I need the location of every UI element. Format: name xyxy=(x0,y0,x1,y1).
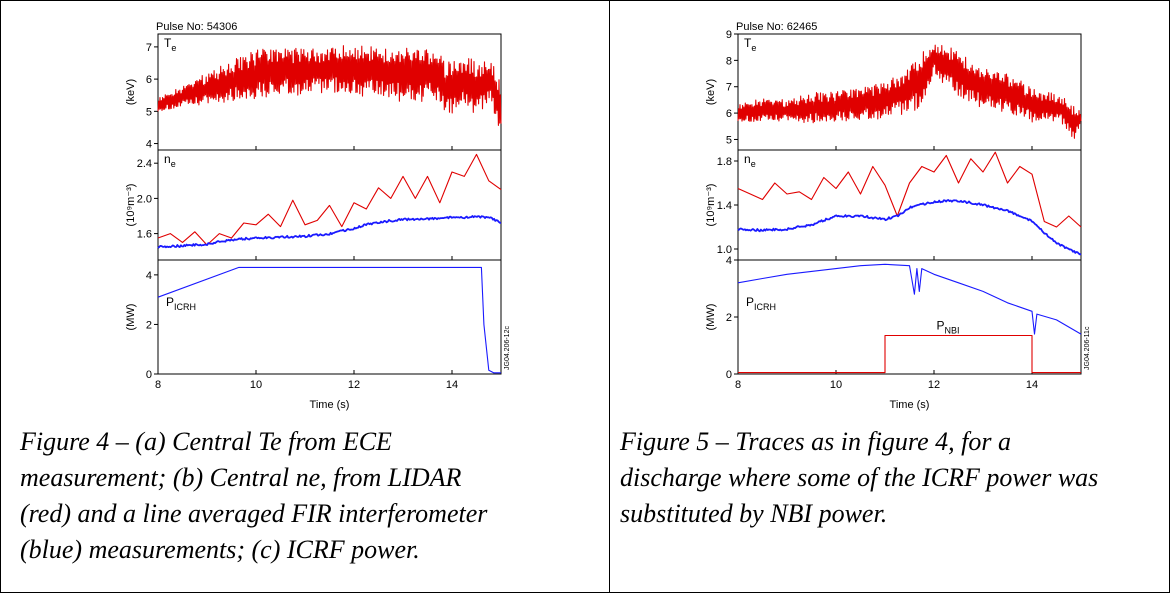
y-axis-label: (10⁹m⁻³) xyxy=(705,184,717,227)
series-label-pnbi: PNBI xyxy=(936,319,959,336)
y-tick-label: 1.0 xyxy=(717,244,732,256)
y-axis-label: (keV) xyxy=(705,79,717,105)
series-line xyxy=(157,45,502,126)
series-line-fir-interferometer xyxy=(737,199,1082,256)
y-axis-label: (MW) xyxy=(705,304,717,331)
y-tick-label: 2.0 xyxy=(137,193,152,205)
x-axis-label: Time (s) xyxy=(890,399,930,411)
series-label-picrh: PICRH xyxy=(166,295,196,312)
figure-4-caption-line: (blue) measurements; (c) ICRF power. xyxy=(20,535,420,564)
y-tick-label: 6 xyxy=(146,74,152,86)
series-label-picrh: PICRH xyxy=(746,295,776,312)
series-line-fir-interferometer xyxy=(157,215,502,249)
series-line-lidar xyxy=(157,153,502,246)
x-tick-label: 8 xyxy=(735,379,741,391)
x-tick-label: 12 xyxy=(348,379,360,391)
y-tick-label: 5 xyxy=(146,106,152,118)
panel-frame xyxy=(737,259,1082,375)
panel-frame xyxy=(157,259,502,375)
y-tick-label: 7 xyxy=(146,42,152,54)
y-tick-label: 6 xyxy=(726,108,732,120)
series-line xyxy=(737,44,1082,139)
panel-label: ne xyxy=(164,152,176,169)
y-tick-label: 8 xyxy=(726,55,732,67)
y-axis-label: (keV) xyxy=(125,79,137,105)
panel-figure-4c: 0 2 4 (MW) PICRH 8 10 12 14 xyxy=(125,259,502,391)
panel-figure-5c: 0 2 4 (MW) PICRH PNBI 8 10 12 14 xyxy=(705,255,1082,391)
series-line-picrh xyxy=(157,266,501,374)
x-tick-label: 14 xyxy=(1026,379,1038,391)
x-tick-label: 10 xyxy=(830,379,842,391)
y-tick-label: 0 xyxy=(146,369,152,381)
figure-5-caption-line: discharge where some of the ICRF power w… xyxy=(620,463,1099,492)
y-tick-label: 1.8 xyxy=(717,156,732,168)
figure-4-caption: Figure 4 – (a) Central Te from ECE measu… xyxy=(20,424,594,568)
y-tick-label: 2.4 xyxy=(137,158,152,170)
figure-5-caption-line: Figure 5 – Traces as in figure 4, for a xyxy=(620,427,1011,456)
figure-4-caption-line: Figure 4 – (a) Central Te from ECE xyxy=(20,427,392,456)
y-tick-label: 9 xyxy=(726,29,732,41)
y-tick-label: 1.6 xyxy=(137,229,152,241)
y-axis-label: (MW) xyxy=(125,304,137,331)
panel-frame xyxy=(737,149,1082,261)
panel-figure-4a: 4 5 6 7 (keV) Te xyxy=(125,33,502,151)
y-tick-label: 4 xyxy=(146,270,152,282)
panel-label: ne xyxy=(744,152,756,169)
x-tick-label: 8 xyxy=(155,379,161,391)
y-tick-label: 1.4 xyxy=(717,200,732,212)
figure-4-caption-line: (red) and a line averaged FIR interferom… xyxy=(20,499,488,528)
figure-code-label: JG04.206-12c xyxy=(504,326,511,370)
panel-label: Te xyxy=(164,36,176,53)
pulse-label: Pulse No: 62465 xyxy=(736,21,817,33)
y-tick-label: 5 xyxy=(726,134,732,146)
figure-5-caption-line: substituted by NBI power. xyxy=(620,499,888,528)
pulse-label: Pulse No: 54306 xyxy=(156,21,237,33)
figure-4-chart: Pulse No: 54306 4 5 6 7 (keV) Te 1.6 2.0 2.4 (10⁹m… xyxy=(125,21,511,411)
x-tick-label: 14 xyxy=(446,379,458,391)
y-tick-label: 7 xyxy=(726,82,732,94)
y-tick-label: 0 xyxy=(726,369,732,381)
series-line-pnbi xyxy=(738,334,1081,374)
y-tick-label: 2 xyxy=(146,319,152,331)
panel-label: Te xyxy=(744,36,756,53)
figure-5-caption: Figure 5 – Traces as in figure 4, for a … xyxy=(620,424,1160,532)
y-tick-label: 4 xyxy=(726,255,732,267)
y-axis-label: (10⁹m⁻³) xyxy=(125,184,137,227)
panel-figure-5b: 1.0 1.4 1.8 (10⁹m⁻³) ne xyxy=(705,149,1082,261)
series-line-lidar xyxy=(737,151,1082,228)
figure-4-caption-line: measurement; (b) Central ne, from LIDAR xyxy=(20,463,462,492)
panel-figure-4b: 1.6 2.0 2.4 (10⁹m⁻³) ne xyxy=(125,149,502,261)
figure-code-label: JG04.206-11c xyxy=(1084,326,1091,370)
x-tick-label: 10 xyxy=(250,379,262,391)
panel-figure-5a: 5 6 7 8 9 (keV) Te xyxy=(705,29,1082,151)
figure-5-chart: Pulse No: 62465 5 6 7 8 9 (keV) Te 1.0 1.4 1.8 (10⁹… xyxy=(705,21,1091,411)
y-tick-label: 2 xyxy=(726,312,732,324)
y-tick-label: 4 xyxy=(146,139,152,151)
series-line-picrh xyxy=(737,263,1082,335)
x-axis-label: Time (s) xyxy=(310,399,350,411)
x-tick-label: 12 xyxy=(928,379,940,391)
